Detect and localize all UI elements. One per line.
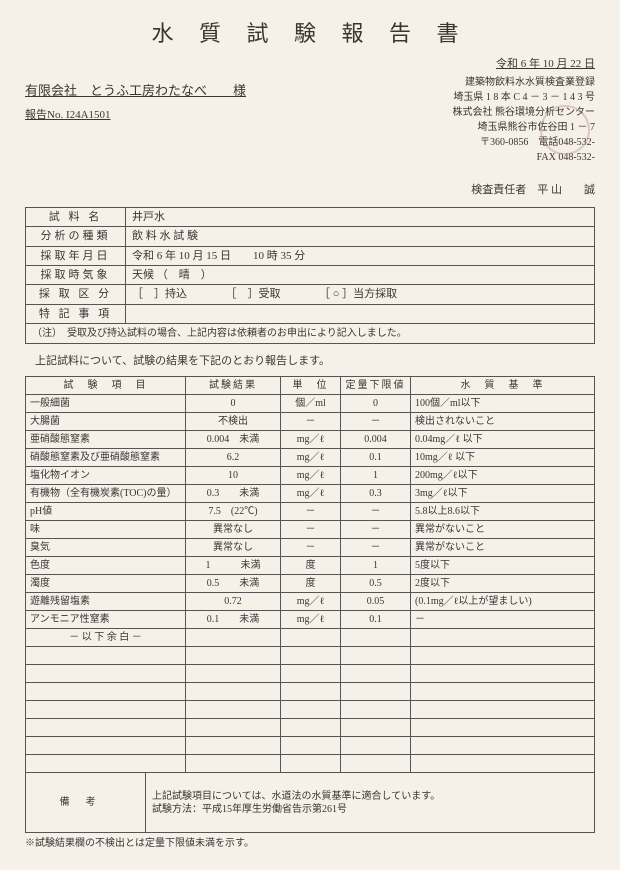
info-value: 井戸水	[126, 208, 595, 227]
col-item: 試 験 項 目	[26, 377, 186, 395]
remarks-label: 備考	[26, 773, 146, 833]
table-row: 遊離残留塩素0.72mg／ℓ0.05(0.1mg／ℓ以上が望ましい)	[26, 593, 595, 611]
col-unit: 単 位	[281, 377, 341, 395]
table-row: 色度1 未満度15度以下	[26, 557, 595, 575]
col-limit: 定量下限値	[341, 377, 411, 395]
table-row: pH値7.5 (22℃)－－5.8以上8.6以下	[26, 503, 595, 521]
info-label: 特 記 事 項	[26, 304, 126, 323]
col-result: 試験結果	[186, 377, 281, 395]
footnote: ※試験結果欄の不検出とは定量下限値未満を示す。	[25, 837, 595, 850]
table-row: 大腸菌不検出－－検出されないこと	[26, 413, 595, 431]
info-note: （注） 受取及び持込試料の場合、上記内容は依頼者のお申出により記入しました。	[26, 323, 595, 343]
info-value: 飲 料 水 試 験	[126, 227, 595, 246]
intro-text: 上記試料について、試験の結果を下記のとおり報告します。	[35, 354, 595, 368]
table-row: 亜硝酸態窒素0.004 未満mg／ℓ0.0040.04mg／ℓ 以下	[26, 431, 595, 449]
table-row: アンモニア性窒素0.1 未満mg／ℓ0.1－	[26, 611, 595, 629]
issuer-reg: 建築物飲料水水質検査業登録	[453, 75, 596, 90]
table-row: 一般細菌0個／ml0100個／ml以下	[26, 395, 595, 413]
issue-date: 令和 6 年 10 月 22 日	[25, 57, 595, 71]
info-value: 令和 6 年 10 月 15 日 10 時 35 分	[126, 246, 595, 265]
table-row: 有機物（全有機炭素(TOC)の量）0.3 未満mg／ℓ0.33mg／ℓ以下	[26, 485, 595, 503]
table-row: 塩化物イオン10mg／ℓ1200mg／ℓ以下	[26, 467, 595, 485]
info-table: 試 料 名井戸水分析の種類飲 料 水 試 験採取年月日令和 6 年 10 月 1…	[25, 207, 595, 344]
info-value	[126, 304, 595, 323]
col-standard: 水 質 基 準	[411, 377, 595, 395]
remarks-text: 上記試験項目については、水道法の水質基準に適合しています。 試験方法：平成15年…	[146, 773, 595, 833]
table-row: 臭気異常なし－－異常がないこと	[26, 539, 595, 557]
report-title: 水 質 試 験 報 告 書	[25, 20, 595, 49]
seal-stamp-icon	[540, 105, 590, 155]
table-row: 濁度0.5 未満度0.52度以下	[26, 575, 595, 593]
info-label: 分析の種類	[26, 227, 126, 246]
remarks-table: 備考 上記試験項目については、水道法の水質基準に適合しています。 試験方法：平成…	[25, 772, 595, 833]
issuer-block: 建築物飲料水水質検査業登録 埼玉県 1 8 本 C 4 － 3 － 1 4 3 …	[453, 75, 596, 165]
result-table: 試 験 項 目 試験結果 単 位 定量下限値 水 質 基 準 一般細菌0個／ml…	[25, 376, 595, 773]
recipient: 有限会社 とうふ工房わたなべ 様	[25, 83, 246, 100]
info-label: 採取年月日	[26, 246, 126, 265]
info-value: ［ ］持込 ［ ］受取 ［ ○ ］当方採取	[126, 285, 595, 304]
info-label: 採取時気象	[26, 266, 126, 285]
table-row: 硝酸態窒素及び亜硝酸態窒素6.2mg／ℓ0.110mg／ℓ 以下	[26, 449, 595, 467]
inspector: 検査責任者 平 山 誠	[25, 183, 595, 197]
info-value: 天候 （ 晴 ）	[126, 266, 595, 285]
info-label: 試 料 名	[26, 208, 126, 227]
info-label: 採 取 区 分	[26, 285, 126, 304]
issuer-reg-no: 埼玉県 1 8 本 C 4 － 3 － 1 4 3 号	[453, 90, 596, 105]
table-row: 味異常なし－－異常がないこと	[26, 521, 595, 539]
report-number: 報告No. I24A1501	[25, 108, 246, 122]
